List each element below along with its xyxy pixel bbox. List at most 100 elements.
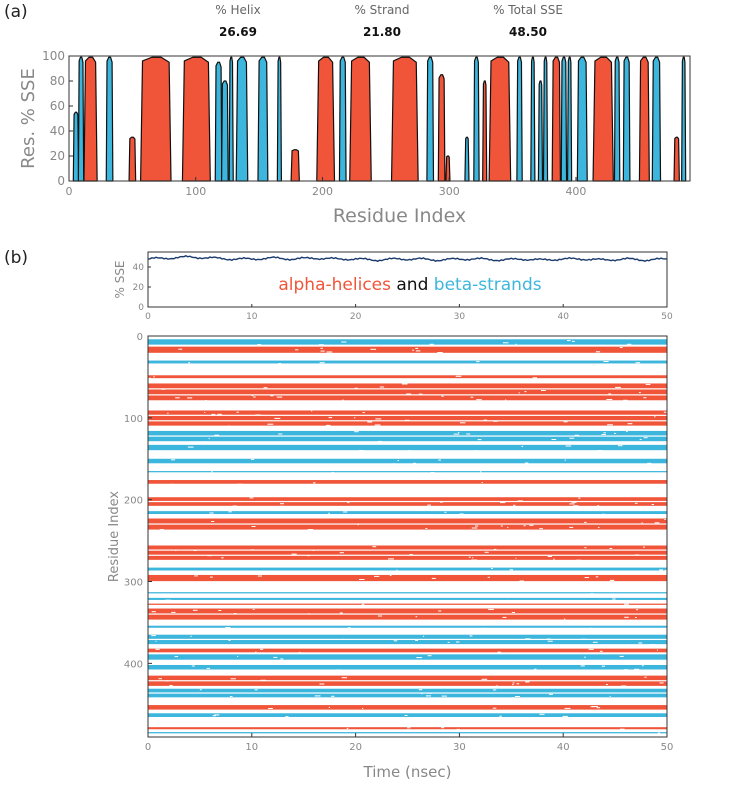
band-gap xyxy=(553,558,555,560)
band-gap xyxy=(609,548,613,549)
band-gap xyxy=(603,361,609,362)
band-gap xyxy=(396,569,398,571)
band-gap xyxy=(179,697,185,699)
band-gap xyxy=(211,413,216,415)
helix-region-9 xyxy=(437,74,446,182)
band-gap xyxy=(372,546,377,548)
band-gap xyxy=(491,568,493,569)
band-gap xyxy=(458,432,460,434)
strand-region-16 xyxy=(537,80,544,182)
band-gap xyxy=(307,529,314,530)
band-gap xyxy=(418,393,423,395)
strand-band-10 xyxy=(148,471,667,473)
y-tick-label: 0 xyxy=(138,303,144,313)
band-gap xyxy=(362,412,365,413)
band-gap xyxy=(643,397,647,399)
band-gap xyxy=(299,651,301,653)
band-gap xyxy=(447,641,450,643)
band-gap xyxy=(469,635,473,637)
band-gap xyxy=(507,599,509,601)
band-gap xyxy=(477,439,482,441)
x-tick-label: 50 xyxy=(661,312,673,322)
band-gap xyxy=(496,684,498,686)
helix-band-6 xyxy=(148,415,667,421)
helix-band-6 xyxy=(148,421,667,426)
band-gap xyxy=(331,695,335,697)
band-gap xyxy=(425,695,431,697)
band-gap xyxy=(487,576,490,578)
band-gap xyxy=(531,426,536,428)
band-gap xyxy=(260,648,264,650)
helix-band-17 xyxy=(148,574,667,582)
helix-band-21 xyxy=(148,614,667,620)
plot-frame xyxy=(147,335,668,738)
band-gap xyxy=(563,618,566,620)
band-gap xyxy=(580,665,585,667)
band-gap xyxy=(619,378,622,380)
band-gap xyxy=(664,519,666,520)
band-gap xyxy=(228,640,231,641)
band-gap xyxy=(541,390,546,391)
band-gap xyxy=(525,681,530,683)
strand-band-3 xyxy=(148,360,667,364)
strand-band-7 xyxy=(148,430,667,436)
strand-region-14 xyxy=(516,56,523,182)
band-gap xyxy=(279,505,285,507)
band-gap xyxy=(493,420,498,422)
band-gap xyxy=(603,432,606,434)
helix-band-14 xyxy=(148,524,667,530)
sse-over-time-plot: 0 10 20 30 40 50 0 20 40 % SSE xyxy=(113,251,673,322)
band-gap xyxy=(569,526,574,528)
helix-region-8 xyxy=(390,56,419,182)
band-gap xyxy=(441,395,444,397)
y-tick-label: 20 xyxy=(50,149,65,163)
strand-band-8 xyxy=(148,444,667,451)
y-tick-label: 40 xyxy=(133,263,145,273)
band-gap xyxy=(624,669,629,671)
band-gap xyxy=(326,628,331,630)
band-gap xyxy=(390,463,396,465)
band-gap xyxy=(190,635,192,637)
helix-band-29 xyxy=(148,705,667,710)
band-gap xyxy=(397,460,399,462)
y-tick-label: 400 xyxy=(124,659,143,670)
band-gap xyxy=(478,400,480,402)
band-gap xyxy=(432,605,438,607)
band-gap xyxy=(499,715,502,717)
band-gap xyxy=(638,642,643,644)
band-gap xyxy=(619,655,624,657)
band-gap xyxy=(475,525,479,527)
band-gap xyxy=(214,714,220,716)
strand-region-22 xyxy=(622,56,631,182)
band-gap xyxy=(500,502,506,504)
band-gap xyxy=(534,668,537,670)
band-gap xyxy=(476,399,482,401)
band-gap xyxy=(295,349,299,351)
helix-region-6 xyxy=(316,56,336,182)
band-gap xyxy=(483,419,487,421)
helix-region-12 xyxy=(488,56,512,182)
band-gap xyxy=(502,616,507,618)
band-gap xyxy=(244,620,250,622)
band-gap xyxy=(193,550,197,551)
x-tick-label: 200 xyxy=(312,185,333,198)
strand-region-9 xyxy=(276,56,283,182)
panel-b-label: (b) xyxy=(4,248,29,268)
band-gap xyxy=(429,343,434,345)
residue-sse-plot: 0 100 200 300 400 0 20 40 60 80 100 Residue Index Re… xyxy=(18,49,691,227)
band-gap xyxy=(516,683,520,685)
band-gap xyxy=(346,727,349,729)
helix-band-21 xyxy=(148,608,667,614)
band-gap xyxy=(439,501,443,503)
strand-band-7 xyxy=(148,436,667,442)
band-gap xyxy=(354,417,356,419)
band-gap xyxy=(605,733,612,735)
band-gap xyxy=(584,577,589,578)
band-gap xyxy=(601,513,605,515)
strand-band-19 xyxy=(148,597,667,600)
band-gap xyxy=(237,483,243,485)
band-gap xyxy=(511,612,515,613)
helix-band-15 xyxy=(148,545,667,550)
helix-region-14 xyxy=(592,56,614,182)
band-gap xyxy=(339,612,343,614)
